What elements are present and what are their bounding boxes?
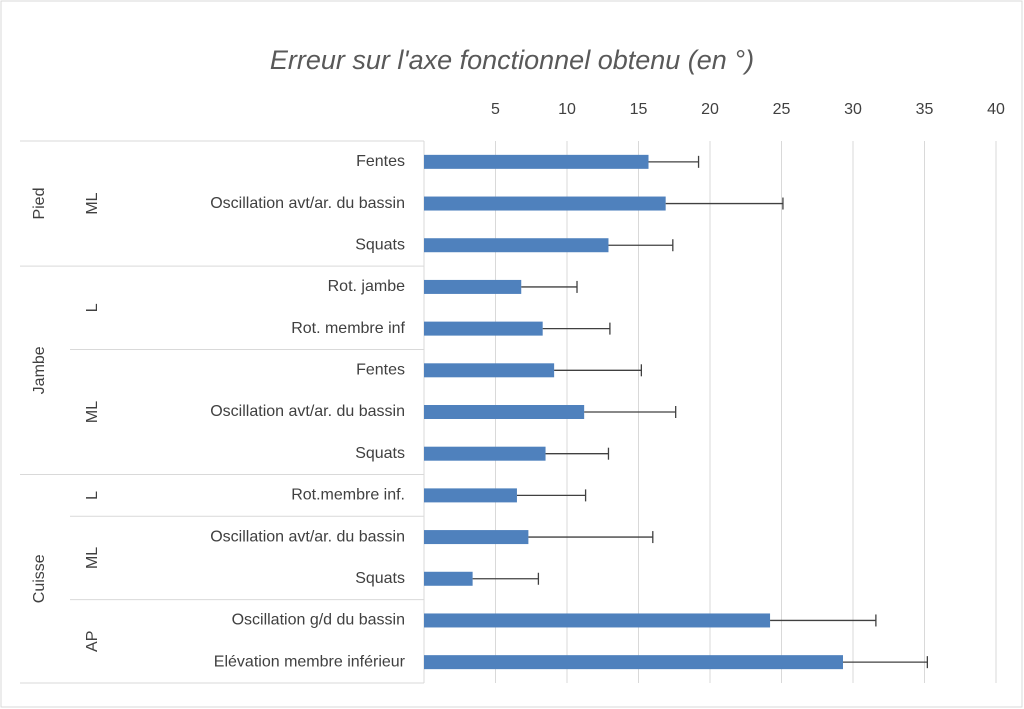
x-tick-label: 35 bbox=[916, 101, 934, 118]
group-label: Pied bbox=[31, 188, 48, 220]
subgroup-label: AP bbox=[84, 631, 101, 652]
bar bbox=[424, 488, 517, 503]
category-label: Rot. membre inf bbox=[291, 320, 405, 337]
bar bbox=[424, 363, 555, 378]
category-label: Rot. jambe bbox=[328, 278, 405, 295]
category-label: Squats bbox=[355, 236, 405, 253]
category-label: Oscillation avt/ar. du bassin bbox=[210, 403, 405, 420]
subgroup-label: L bbox=[84, 491, 101, 500]
bar bbox=[424, 279, 522, 294]
chart-title: Erreur sur l'axe fonctionnel obtenu (en … bbox=[270, 45, 754, 75]
x-tick-label: 40 bbox=[987, 101, 1005, 118]
x-tick-label: 10 bbox=[558, 101, 576, 118]
category-label: Elévation membre inférieur bbox=[214, 653, 406, 670]
subgroup-label: L bbox=[84, 303, 101, 312]
category-label: Fentes bbox=[356, 362, 405, 379]
bar bbox=[424, 571, 473, 586]
category-label: Fentes bbox=[356, 153, 405, 170]
bar bbox=[424, 530, 529, 545]
bar bbox=[424, 613, 771, 628]
bar bbox=[424, 154, 649, 169]
group-label: Cuisse bbox=[31, 554, 48, 603]
bar bbox=[424, 446, 546, 461]
category-label: Oscillation avt/ar. du bassin bbox=[210, 195, 405, 212]
subgroup-label: ML bbox=[84, 547, 101, 569]
bar bbox=[424, 238, 609, 253]
bar bbox=[424, 655, 843, 670]
group-label: Jambe bbox=[31, 346, 48, 394]
x-tick-label: 20 bbox=[701, 101, 719, 118]
x-tick-label: 25 bbox=[773, 101, 791, 118]
subgroup-label: ML bbox=[84, 192, 101, 214]
category-label: Oscillation avt/ar. du bassin bbox=[210, 528, 405, 545]
bar bbox=[424, 405, 585, 419]
x-tick-label: 30 bbox=[844, 101, 862, 118]
x-tick-label: 15 bbox=[630, 101, 648, 118]
subgroup-label: ML bbox=[84, 401, 101, 423]
bar bbox=[424, 196, 666, 211]
x-tick-label: 5 bbox=[491, 101, 500, 118]
category-label: Rot.membre inf. bbox=[291, 487, 405, 504]
category-label: Squats bbox=[355, 445, 405, 462]
bar bbox=[424, 321, 543, 336]
category-label: Squats bbox=[355, 570, 405, 587]
category-label: Oscillation g/d du bassin bbox=[232, 612, 405, 629]
